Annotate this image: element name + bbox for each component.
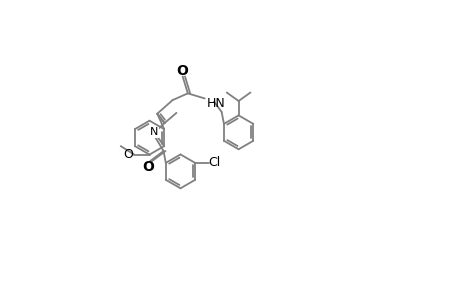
Text: HN: HN: [207, 97, 225, 110]
Text: Cl: Cl: [208, 156, 220, 170]
Text: O: O: [123, 148, 133, 161]
Text: N: N: [150, 128, 158, 137]
Text: O: O: [142, 160, 154, 174]
Text: O: O: [176, 64, 187, 78]
